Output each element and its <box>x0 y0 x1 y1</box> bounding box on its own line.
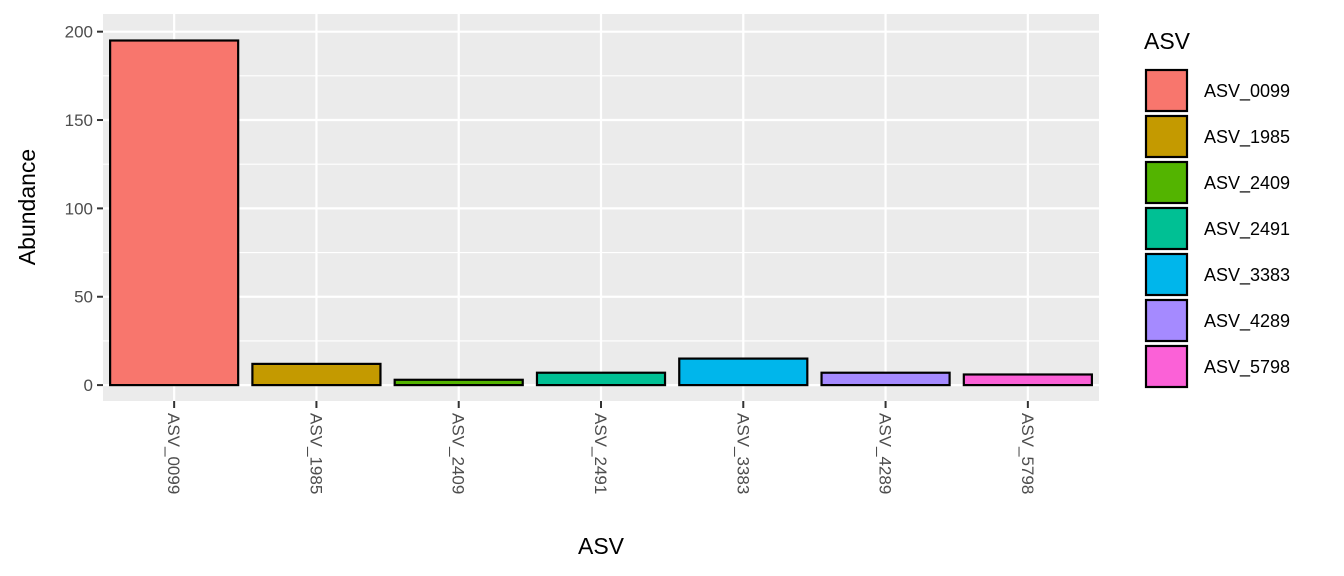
bar-asv-2491 <box>535 371 667 387</box>
legend-label: ASV_4289 <box>1204 311 1290 332</box>
legend-key-asv-2491 <box>1144 206 1189 251</box>
bar-asv-2409 <box>393 378 524 387</box>
x-axis: ASV_0099 ASV_1985 ASV_2409 ASV_2491 ASV_3383… <box>164 401 1037 494</box>
y-axis-title: Abundance <box>14 149 40 265</box>
bar-asv-3383 <box>678 357 809 387</box>
legend-key-asv-3383 <box>1144 252 1189 297</box>
y-tick-label: 0 <box>84 376 93 395</box>
legend-key-asv-2409 <box>1144 160 1189 205</box>
bar-asv-4289 <box>820 371 951 387</box>
legend-title: ASV <box>1144 28 1191 54</box>
x-tick-label: ASV_2491 <box>591 413 610 494</box>
legend-key-asv-0099 <box>1144 68 1189 113</box>
y-tick-label: 200 <box>65 23 93 42</box>
legend-key-asv-1985 <box>1144 114 1189 159</box>
x-tick-label: ASV_1985 <box>306 413 325 494</box>
bars <box>109 39 1093 387</box>
x-tick-label: ASV_0099 <box>164 413 183 494</box>
legend-label: ASV_1985 <box>1204 127 1290 148</box>
legend-label: ASV_2491 <box>1204 219 1290 240</box>
legend-label: ASV_3383 <box>1204 265 1290 286</box>
y-tick-label: 50 <box>74 288 93 307</box>
y-axis: 0 50 100 150 200 <box>65 23 103 395</box>
bar-asv-5798 <box>962 373 1093 387</box>
x-tick-label: ASV_4289 <box>876 413 895 494</box>
y-tick-label: 150 <box>65 111 93 130</box>
y-tick-label: 100 <box>65 199 93 218</box>
legend: ASV ASV_0099 ASV_1985 ASV_2409 ASV_2491 ASV_… <box>1144 28 1290 389</box>
legend-label: ASV_5798 <box>1204 357 1290 378</box>
x-tick-label: ASV_3383 <box>733 413 752 494</box>
legend-label: ASV_0099 <box>1204 81 1290 102</box>
legend-label: ASV_2409 <box>1204 173 1290 194</box>
legend-key-asv-4289 <box>1144 298 1189 343</box>
x-tick-label: ASV_5798 <box>1018 413 1037 494</box>
legend-key-asv-5798 <box>1144 344 1189 389</box>
x-tick-label: ASV_2409 <box>449 413 468 494</box>
bar-asv-1985 <box>251 362 382 387</box>
x-axis-title: ASV <box>578 533 625 559</box>
bar-asv-0099 <box>109 39 240 387</box>
